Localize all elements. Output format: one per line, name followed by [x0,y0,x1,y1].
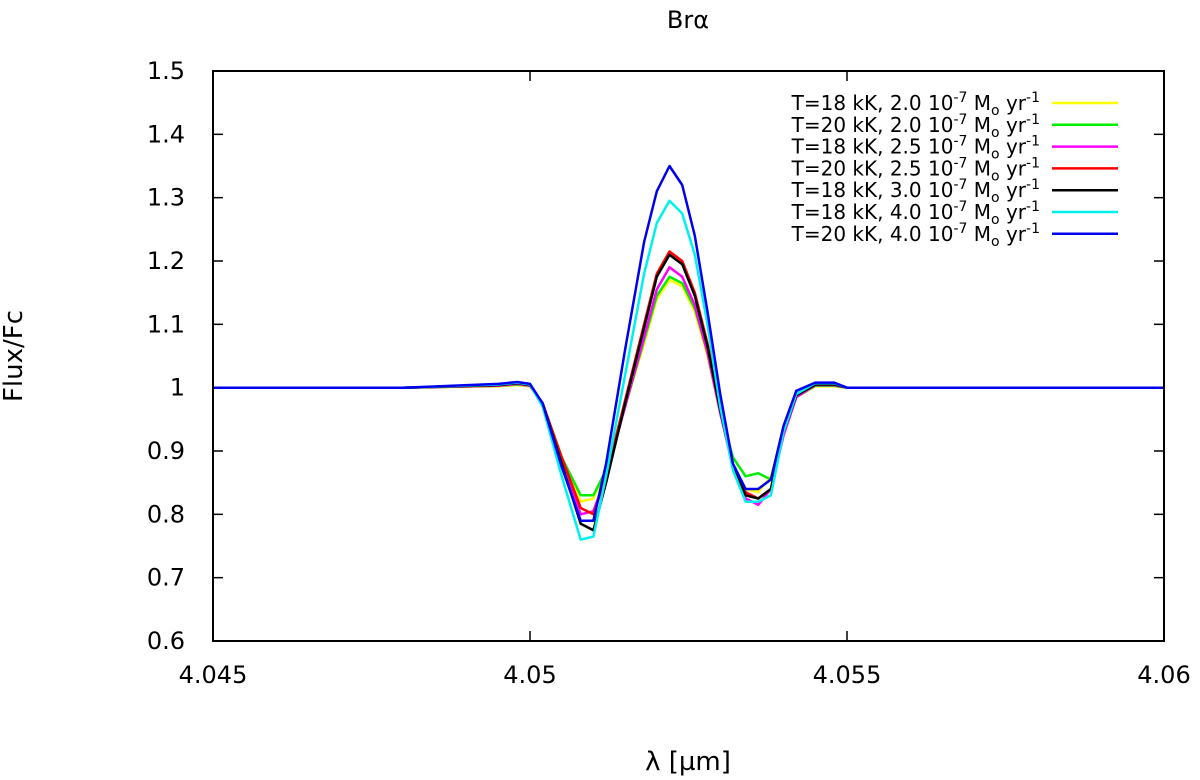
series-line-0 [213,278,1164,503]
y-tick-label: 0.7 [147,564,185,592]
x-tick-label: 4.05 [503,661,556,689]
legend-label: T=20 kK, 2.0 10-7 Mo yr-1 [791,112,1040,141]
x-axis-title: λ [µm] [645,747,731,777]
series-line-6 [213,164,1164,522]
y-axis-title: Flux/Fc [0,310,29,402]
y-tick-label: 0.9 [147,437,185,465]
y-tick-label: 0.8 [147,500,185,528]
chart-title: Brα [667,6,709,34]
legend-label: T=18 kK, 3.0 10-7 Mo yr-1 [791,177,1040,206]
series-line-1 [213,275,1164,497]
y-tick-label: 1.1 [147,310,185,338]
y-tick-label: 1.2 [147,247,185,275]
x-tick-label: 4.06 [1137,661,1190,689]
y-tick-label: 1.3 [147,184,185,212]
axis-ticks: 0.6 0.7 0.8 0.9 1 1.1 1.2 1.3 1.4 1.5 4.045 4.05 4.0… [147,57,1191,689]
series-lines [213,164,1164,541]
series-line-2 [213,266,1164,516]
y-tick-label: 0.6 [147,627,185,655]
plot-frame [212,70,1165,642]
y-tick-label: 1.4 [147,120,185,148]
legend-label: T=20 kK, 2.5 10-7 Mo yr-1 [791,155,1040,184]
x-tick-label: 4.055 [813,661,882,689]
legend-label: T=20 kK, 4.0 10-7 Mo yr-1 [791,221,1040,250]
legend-label: T=18 kK, 2.0 10-7 Mo yr-1 [791,90,1040,119]
legend-label: T=18 kK, 4.0 10-7 Mo yr-1 [791,199,1040,228]
series-line-5 [213,199,1164,541]
x-tick-label: 4.045 [179,661,248,689]
y-tick-label: 1 [170,374,185,402]
legend: T=18 kK, 2.0 10-7 Mo yr-1T=20 kK, 2.0 10… [791,90,1118,250]
legend-label: T=18 kK, 2.5 10-7 Mo yr-1 [791,134,1040,163]
y-tick-label: 1.5 [147,57,185,85]
